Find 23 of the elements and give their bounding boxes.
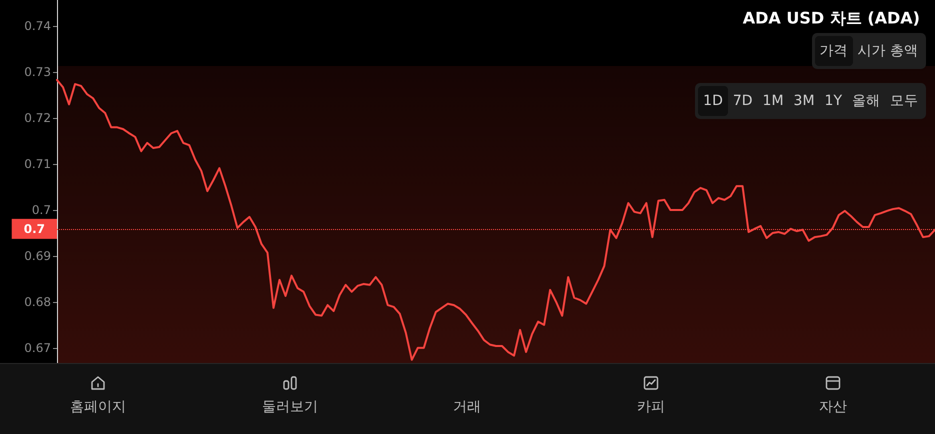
annotation: 올해: [851, 92, 881, 111]
annotation: 1D: [698, 86, 728, 116]
annotation: 1M: [762, 92, 785, 111]
y-tick-label: 0.67: [24, 340, 51, 355]
annotation: 시가 총액: [856, 42, 919, 61]
y-tick-label: 0.7: [32, 202, 51, 217]
y-tick-label: 0.74: [24, 19, 51, 34]
text: 둘러보기: [262, 398, 318, 416]
text: ADA USD 차트 (ADA): [742, 8, 920, 28]
text: 자산: [819, 398, 847, 416]
y-tick-label: 0.72: [24, 111, 51, 126]
y-tick-label: 0.73: [24, 65, 51, 80]
text: 거래: [453, 398, 481, 416]
y-tick-label: 0.69: [24, 248, 51, 263]
annotation: 가격: [814, 36, 853, 66]
annotation: 3M: [792, 92, 816, 111]
text: 홈페이지: [70, 398, 126, 416]
text: 카피: [637, 398, 665, 416]
y-tick-label: 0.71: [24, 157, 51, 172]
annotation: 7D: [732, 92, 754, 111]
annotation: 모두: [889, 92, 919, 111]
y-tick-label: 0.68: [24, 294, 51, 309]
annotation: 1Y: [824, 92, 843, 111]
